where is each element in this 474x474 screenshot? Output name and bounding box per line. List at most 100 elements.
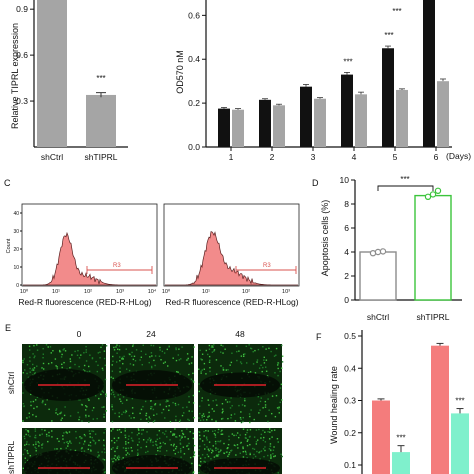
cell-speck	[103, 471, 106, 474]
cell-speck	[122, 362, 124, 365]
cell-speck	[28, 345, 31, 348]
cell-speck	[193, 346, 195, 348]
cell-speck	[279, 387, 282, 389]
cell-speck	[159, 404, 161, 406]
cell-speck	[231, 433, 234, 435]
cell-speck	[255, 443, 258, 445]
cell-speck	[56, 437, 59, 440]
cell-speck	[115, 346, 117, 348]
cell-speck	[240, 411, 242, 413]
cell-speck	[28, 349, 31, 351]
cell-speck	[245, 345, 247, 347]
cell-speck	[281, 355, 284, 357]
cell-speck	[248, 413, 251, 415]
cell-speck	[259, 458, 261, 460]
cell-speck	[201, 440, 204, 442]
cell-speck	[140, 408, 143, 411]
cell-speck	[111, 404, 113, 406]
cell-speck	[186, 359, 189, 361]
cell-speck	[209, 370, 211, 373]
cell-speck	[68, 431, 71, 433]
cell-speck	[26, 451, 29, 453]
cell-speck	[265, 348, 267, 350]
cell-speck	[63, 414, 66, 417]
cell-speck	[130, 447, 132, 449]
panel-b-bar-day3-s2	[314, 98, 326, 147]
cell-speck	[50, 362, 53, 364]
cell-speck	[98, 397, 100, 400]
cell-speck	[187, 444, 189, 447]
cell-speck	[138, 432, 140, 435]
cell-speck	[88, 399, 90, 402]
cell-speck	[97, 364, 99, 367]
cell-speck	[198, 390, 200, 393]
cell-speck	[253, 436, 256, 438]
cell-speck	[173, 434, 176, 436]
cell-speck	[244, 399, 246, 402]
cell-speck	[217, 448, 219, 450]
cell-speck	[168, 409, 170, 412]
cell-speck	[188, 401, 190, 403]
cell-speck	[25, 428, 27, 431]
cell-speck	[84, 440, 86, 443]
cell-speck	[55, 408, 58, 410]
cell-speck	[198, 455, 200, 457]
cell-speck	[94, 433, 97, 435]
cell-speck	[269, 448, 272, 451]
cell-speck	[264, 431, 266, 433]
cell-speck	[42, 347, 44, 350]
cell-speck	[213, 344, 215, 346]
cell-speck	[252, 351, 254, 353]
cell-speck	[170, 431, 172, 433]
cell-speck	[191, 462, 193, 465]
panel-f-ytick-label: 0.3	[344, 396, 356, 406]
cell-speck	[233, 434, 235, 437]
cell-speck	[115, 361, 118, 363]
cell-speck	[253, 448, 256, 450]
cell-speck	[211, 351, 214, 353]
cell-speck	[268, 409, 270, 411]
cell-speck	[246, 444, 249, 447]
cell-speck	[215, 449, 217, 451]
panel-b-bar-day1-s2	[232, 109, 244, 147]
cell-speck	[177, 371, 179, 373]
cell-speck	[163, 352, 166, 354]
panel-a-ytick-label: 0.3	[16, 96, 28, 106]
cell-speck	[263, 362, 266, 364]
cell-speck	[207, 448, 210, 450]
cell-speck	[92, 439, 94, 441]
cell-speck	[219, 440, 221, 443]
time-label-0: 0	[77, 329, 82, 339]
cell-speck	[203, 460, 205, 463]
cell-speck	[172, 401, 174, 404]
cell-speck	[110, 430, 113, 432]
cell-speck	[111, 458, 113, 460]
cell-speck	[94, 395, 97, 397]
panel-b-bar-day6-s2	[437, 81, 449, 147]
cell-speck	[130, 417, 132, 419]
cell-speck	[209, 367, 211, 369]
histogram-left-frame	[21, 203, 158, 287]
cell-speck	[175, 359, 178, 362]
panel-b-ylabel: OD570 nM	[175, 50, 185, 94]
cell-speck	[206, 419, 208, 421]
cell-speck	[277, 472, 279, 474]
cell-speck	[260, 433, 263, 436]
cell-speck	[23, 405, 25, 408]
cell-speck	[235, 434, 237, 437]
cell-speck	[23, 437, 26, 440]
cell-speck	[118, 428, 121, 431]
cell-speck	[85, 409, 87, 411]
cell-speck	[92, 418, 94, 420]
cell-speck	[181, 346, 183, 348]
cell-speck	[222, 369, 225, 371]
cell-speck	[281, 399, 283, 401]
cell-speck	[198, 368, 200, 370]
cell-speck	[280, 453, 282, 456]
cell-speck	[103, 439, 105, 441]
cell-speck	[152, 444, 154, 447]
cell-speck	[257, 348, 260, 351]
cell-speck	[121, 356, 124, 359]
panel-d-bar-shtiprl	[414, 194, 452, 301]
